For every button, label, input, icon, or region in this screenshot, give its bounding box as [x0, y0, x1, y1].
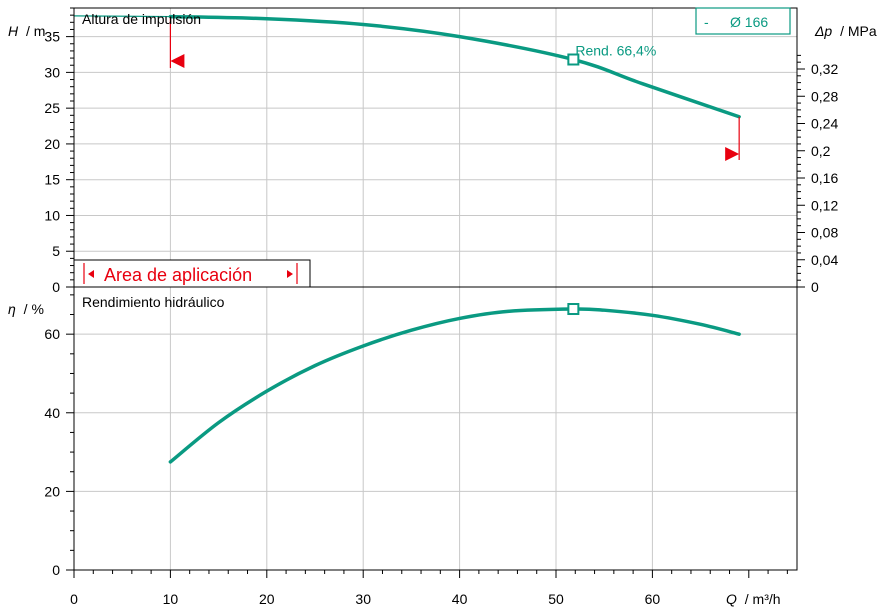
- head-tick-label-15: 15: [44, 172, 60, 188]
- head-curve-extension: [73, 15, 171, 18]
- application-range-label: Area de aplicación: [104, 265, 252, 285]
- eff-tick-label-60: 60: [44, 326, 60, 342]
- legend-diameter-label: Ø 166: [730, 14, 768, 30]
- head-tick-label-5: 5: [52, 243, 60, 259]
- legend-box: [695, 7, 791, 35]
- pressure-tick-label-5: 0,2: [811, 143, 831, 159]
- application-range-right-arrow: [287, 270, 293, 278]
- eff-tick-label-40: 40: [44, 405, 60, 421]
- flow-tick-label-10: 10: [163, 591, 179, 607]
- head-tick-label-20: 20: [44, 136, 60, 152]
- efficiency-axis-unit: / %: [24, 301, 44, 317]
- flow-axis-unit: / m³/h: [745, 591, 781, 607]
- efficiency-axis-var: η: [8, 301, 16, 317]
- operating-point-label: Rend. 66,4%: [575, 43, 656, 59]
- head-axis-unit: / m: [26, 23, 45, 39]
- head-axis-var: H: [8, 23, 19, 39]
- flow-axis-var: Q: [726, 591, 737, 607]
- head-tick-label-25: 25: [44, 100, 60, 116]
- efficiency-axis-label: η / %: [8, 301, 44, 317]
- efficiency-panel-title: Rendimiento hidráulico: [82, 294, 225, 310]
- pressure-tick-label-7: 0,28: [811, 88, 838, 104]
- annotations: [169, 16, 740, 161]
- flow-tick-label-30: 30: [355, 591, 371, 607]
- pressure-tick-label-4: 0,16: [811, 170, 838, 186]
- head-operating-point: [567, 53, 580, 66]
- pressure-tick-label-6: 0,24: [811, 116, 838, 132]
- flow-tick-label-20: 20: [259, 591, 275, 607]
- head-tick-label-35: 35: [44, 29, 60, 45]
- flow-tick-label-40: 40: [452, 591, 468, 607]
- efficiency-operating-point: [567, 303, 580, 316]
- pressure-axis-label: Δp / MPa: [814, 23, 877, 39]
- efficiency-panel-frame: [73, 286, 798, 571]
- legend-dash: -: [704, 14, 709, 30]
- pressure-axis-var: Δp: [814, 23, 832, 39]
- application-range-box: [73, 259, 311, 288]
- pressure-axis-unit: / MPa: [840, 23, 877, 39]
- curves: Rend. 66,4%: [73, 14, 741, 464]
- head-tick-label-0: 0: [52, 279, 60, 295]
- head-axis-label: H / m: [8, 23, 45, 39]
- head-panel-title: Altura de impulsión: [82, 11, 201, 27]
- head-panel-frame: [73, 7, 798, 288]
- pressure-tick-label-0: 0: [811, 279, 819, 295]
- pressure-tick-label-8: 0,32: [811, 61, 838, 77]
- plot-frames: [73, 7, 798, 571]
- head-tick-label-30: 30: [44, 64, 60, 80]
- flow-tick-label-0: 0: [70, 591, 78, 607]
- head-tick-label-10: 10: [44, 207, 60, 223]
- eff-tick-label-0: 0: [52, 562, 60, 578]
- grid-lines: [74, 8, 797, 570]
- head-curve: [168, 14, 741, 119]
- axis-ticks: 0 5 10 15 20 25 30 35 0 0,04 0,08 0,12 0,16 0,2 0,24 0,…: [44, 7, 838, 607]
- axis-labels: Altura de impulsión Rendimiento hidráuli…: [8, 7, 877, 607]
- eff-tick-label-20: 20: [44, 483, 60, 499]
- flow-tick-label-50: 50: [548, 591, 564, 607]
- application-range-left-arrow: [88, 270, 94, 278]
- efficiency-curve: [168, 307, 741, 464]
- range-start-triangle: [170, 54, 185, 68]
- flow-axis-label: Q / m³/h: [726, 591, 781, 607]
- range-end-triangle: [725, 147, 740, 161]
- pressure-tick-label-1: 0,04: [811, 252, 838, 268]
- pressure-tick-label-3: 0,12: [811, 197, 838, 213]
- flow-tick-label-60: 60: [645, 591, 661, 607]
- pressure-tick-label-2: 0,08: [811, 225, 838, 241]
